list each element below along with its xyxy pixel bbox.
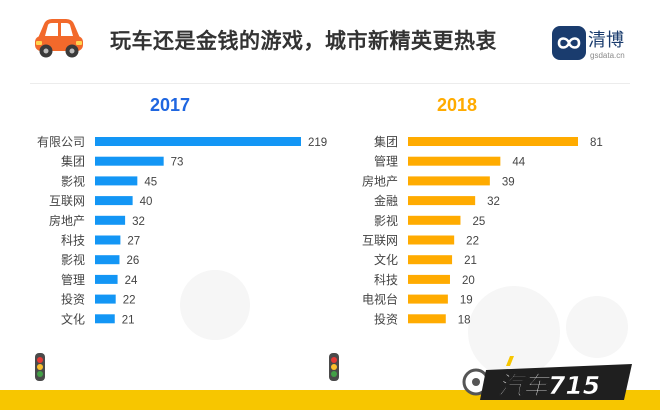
- category-label: 集团: [61, 154, 85, 169]
- header-divider: [30, 83, 630, 84]
- category-label: 房地产: [49, 213, 85, 228]
- category-label: 管理: [374, 154, 398, 169]
- value-label: 25: [472, 216, 485, 228]
- category-label: 金融: [374, 193, 398, 208]
- category-label: 集团: [374, 134, 398, 149]
- value-label: 21: [464, 255, 477, 267]
- traffic-light-icon: [35, 353, 45, 381]
- bar: [95, 215, 126, 225]
- value-label: 22: [466, 236, 479, 248]
- category-label: 文化: [61, 311, 85, 326]
- bar: [408, 235, 455, 245]
- value-label: 24: [125, 275, 138, 287]
- bar: [95, 196, 133, 206]
- value-label: 81: [590, 137, 603, 149]
- infinity-logo-icon: [552, 26, 586, 60]
- value-label: 39: [502, 176, 515, 188]
- value-label: 73: [171, 157, 184, 169]
- category-label: 文化: [374, 252, 398, 267]
- bar: [95, 235, 121, 245]
- bar: [408, 176, 490, 186]
- traffic-light-icon: [329, 353, 339, 381]
- value-label: 21: [122, 314, 135, 326]
- category-label: 投资: [61, 292, 85, 307]
- category-label: 影视: [374, 213, 398, 228]
- category-label: 影视: [61, 173, 85, 188]
- gsdata-logo: 清博 gsdata.cn: [552, 24, 652, 68]
- car-icon: [35, 19, 83, 58]
- value-label: 40: [140, 196, 153, 208]
- bar: [95, 156, 164, 166]
- category-label: 投资: [374, 311, 398, 326]
- value-label: 45: [144, 176, 157, 188]
- logo-name: 清博: [588, 30, 624, 51]
- category-label: 影视: [61, 252, 85, 267]
- value-label: 20: [462, 275, 475, 287]
- value-label: 219: [308, 137, 327, 149]
- brand-text: 汽车715: [498, 371, 600, 400]
- category-label: 科技: [374, 273, 398, 287]
- value-label: 27: [127, 236, 140, 248]
- value-label: 19: [460, 295, 473, 307]
- qiche715-logo: 汽车715: [462, 356, 632, 400]
- bar: [408, 215, 461, 225]
- value-label: 22: [123, 295, 136, 307]
- category-label: 科技: [61, 234, 85, 248]
- category-label: 有限公司: [37, 135, 85, 149]
- chart-title-2017: 2017: [150, 95, 191, 115]
- bar: [95, 294, 116, 304]
- chart-title-2018: 2018: [437, 95, 478, 115]
- value-label: 18: [458, 314, 471, 326]
- value-label: 26: [126, 255, 139, 267]
- bar: [95, 137, 301, 146]
- category-label: 互联网: [362, 234, 398, 248]
- category-label: 电视台: [362, 292, 398, 307]
- category-label: 互联网: [49, 194, 85, 208]
- value-label: 32: [487, 196, 500, 208]
- value-label: 44: [512, 157, 525, 169]
- bar: [408, 137, 578, 146]
- page-title: 玩车还是金钱的游戏，城市新精英更热衷: [110, 29, 497, 53]
- bar: [408, 294, 448, 304]
- bar: [95, 314, 115, 324]
- background-decoration: [468, 286, 560, 378]
- bar: [408, 196, 476, 206]
- bar: [95, 255, 120, 265]
- value-label: 32: [132, 216, 145, 228]
- bar: [95, 176, 138, 186]
- bar: [408, 274, 450, 284]
- bar: [408, 314, 446, 324]
- logo-domain: gsdata.cn: [590, 51, 625, 60]
- background-decoration: [566, 296, 628, 358]
- category-label: 房地产: [362, 173, 398, 188]
- bar: [408, 156, 501, 166]
- bar: [408, 255, 453, 265]
- tire-icon: [462, 368, 490, 396]
- category-label: 管理: [61, 272, 85, 287]
- bar: [95, 274, 118, 284]
- background-decoration: [180, 270, 250, 340]
